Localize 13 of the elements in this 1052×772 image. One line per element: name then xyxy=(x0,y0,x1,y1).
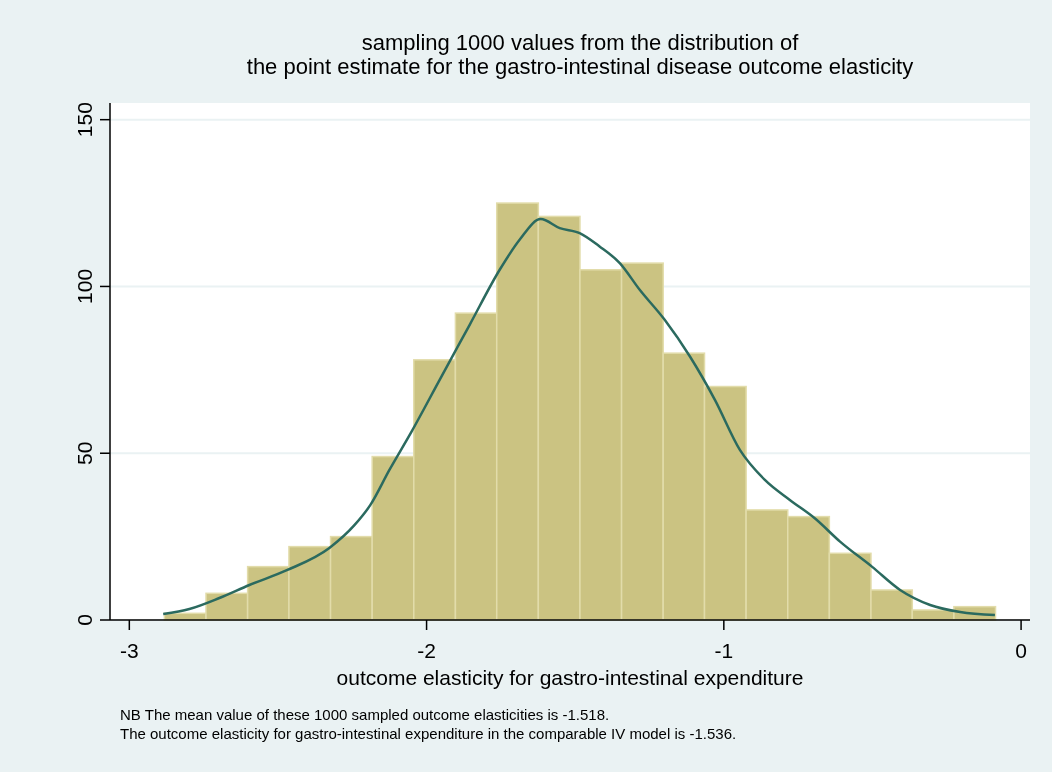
chart-title: sampling 1000 values from the distribution of the point estimate for the gastro-intestinal disease outcome elasticity xyxy=(246,30,914,79)
text: The outcome elasticity for gastro-intestinal expenditure in the comparable IV model is -1.536. xyxy=(120,725,737,742)
y-tick-label: 50 xyxy=(73,441,96,465)
x-tick-label: -2 xyxy=(417,639,436,662)
x-axis-title: outcome elasticity for gastro-intestinal expenditure xyxy=(336,666,804,689)
y-tick-label: 100 xyxy=(73,268,96,304)
x-tick-label: -1 xyxy=(714,639,734,662)
x-tick-label: -3 xyxy=(119,639,139,662)
y-tick-label: 0 xyxy=(73,614,96,626)
y-tick-label: 150 xyxy=(73,102,96,138)
text: NB The mean value of these 1000 sampled outcome elasticities is -1.518. xyxy=(120,706,610,723)
line-series xyxy=(161,217,997,617)
x-tick-label: 0 xyxy=(1015,639,1027,662)
